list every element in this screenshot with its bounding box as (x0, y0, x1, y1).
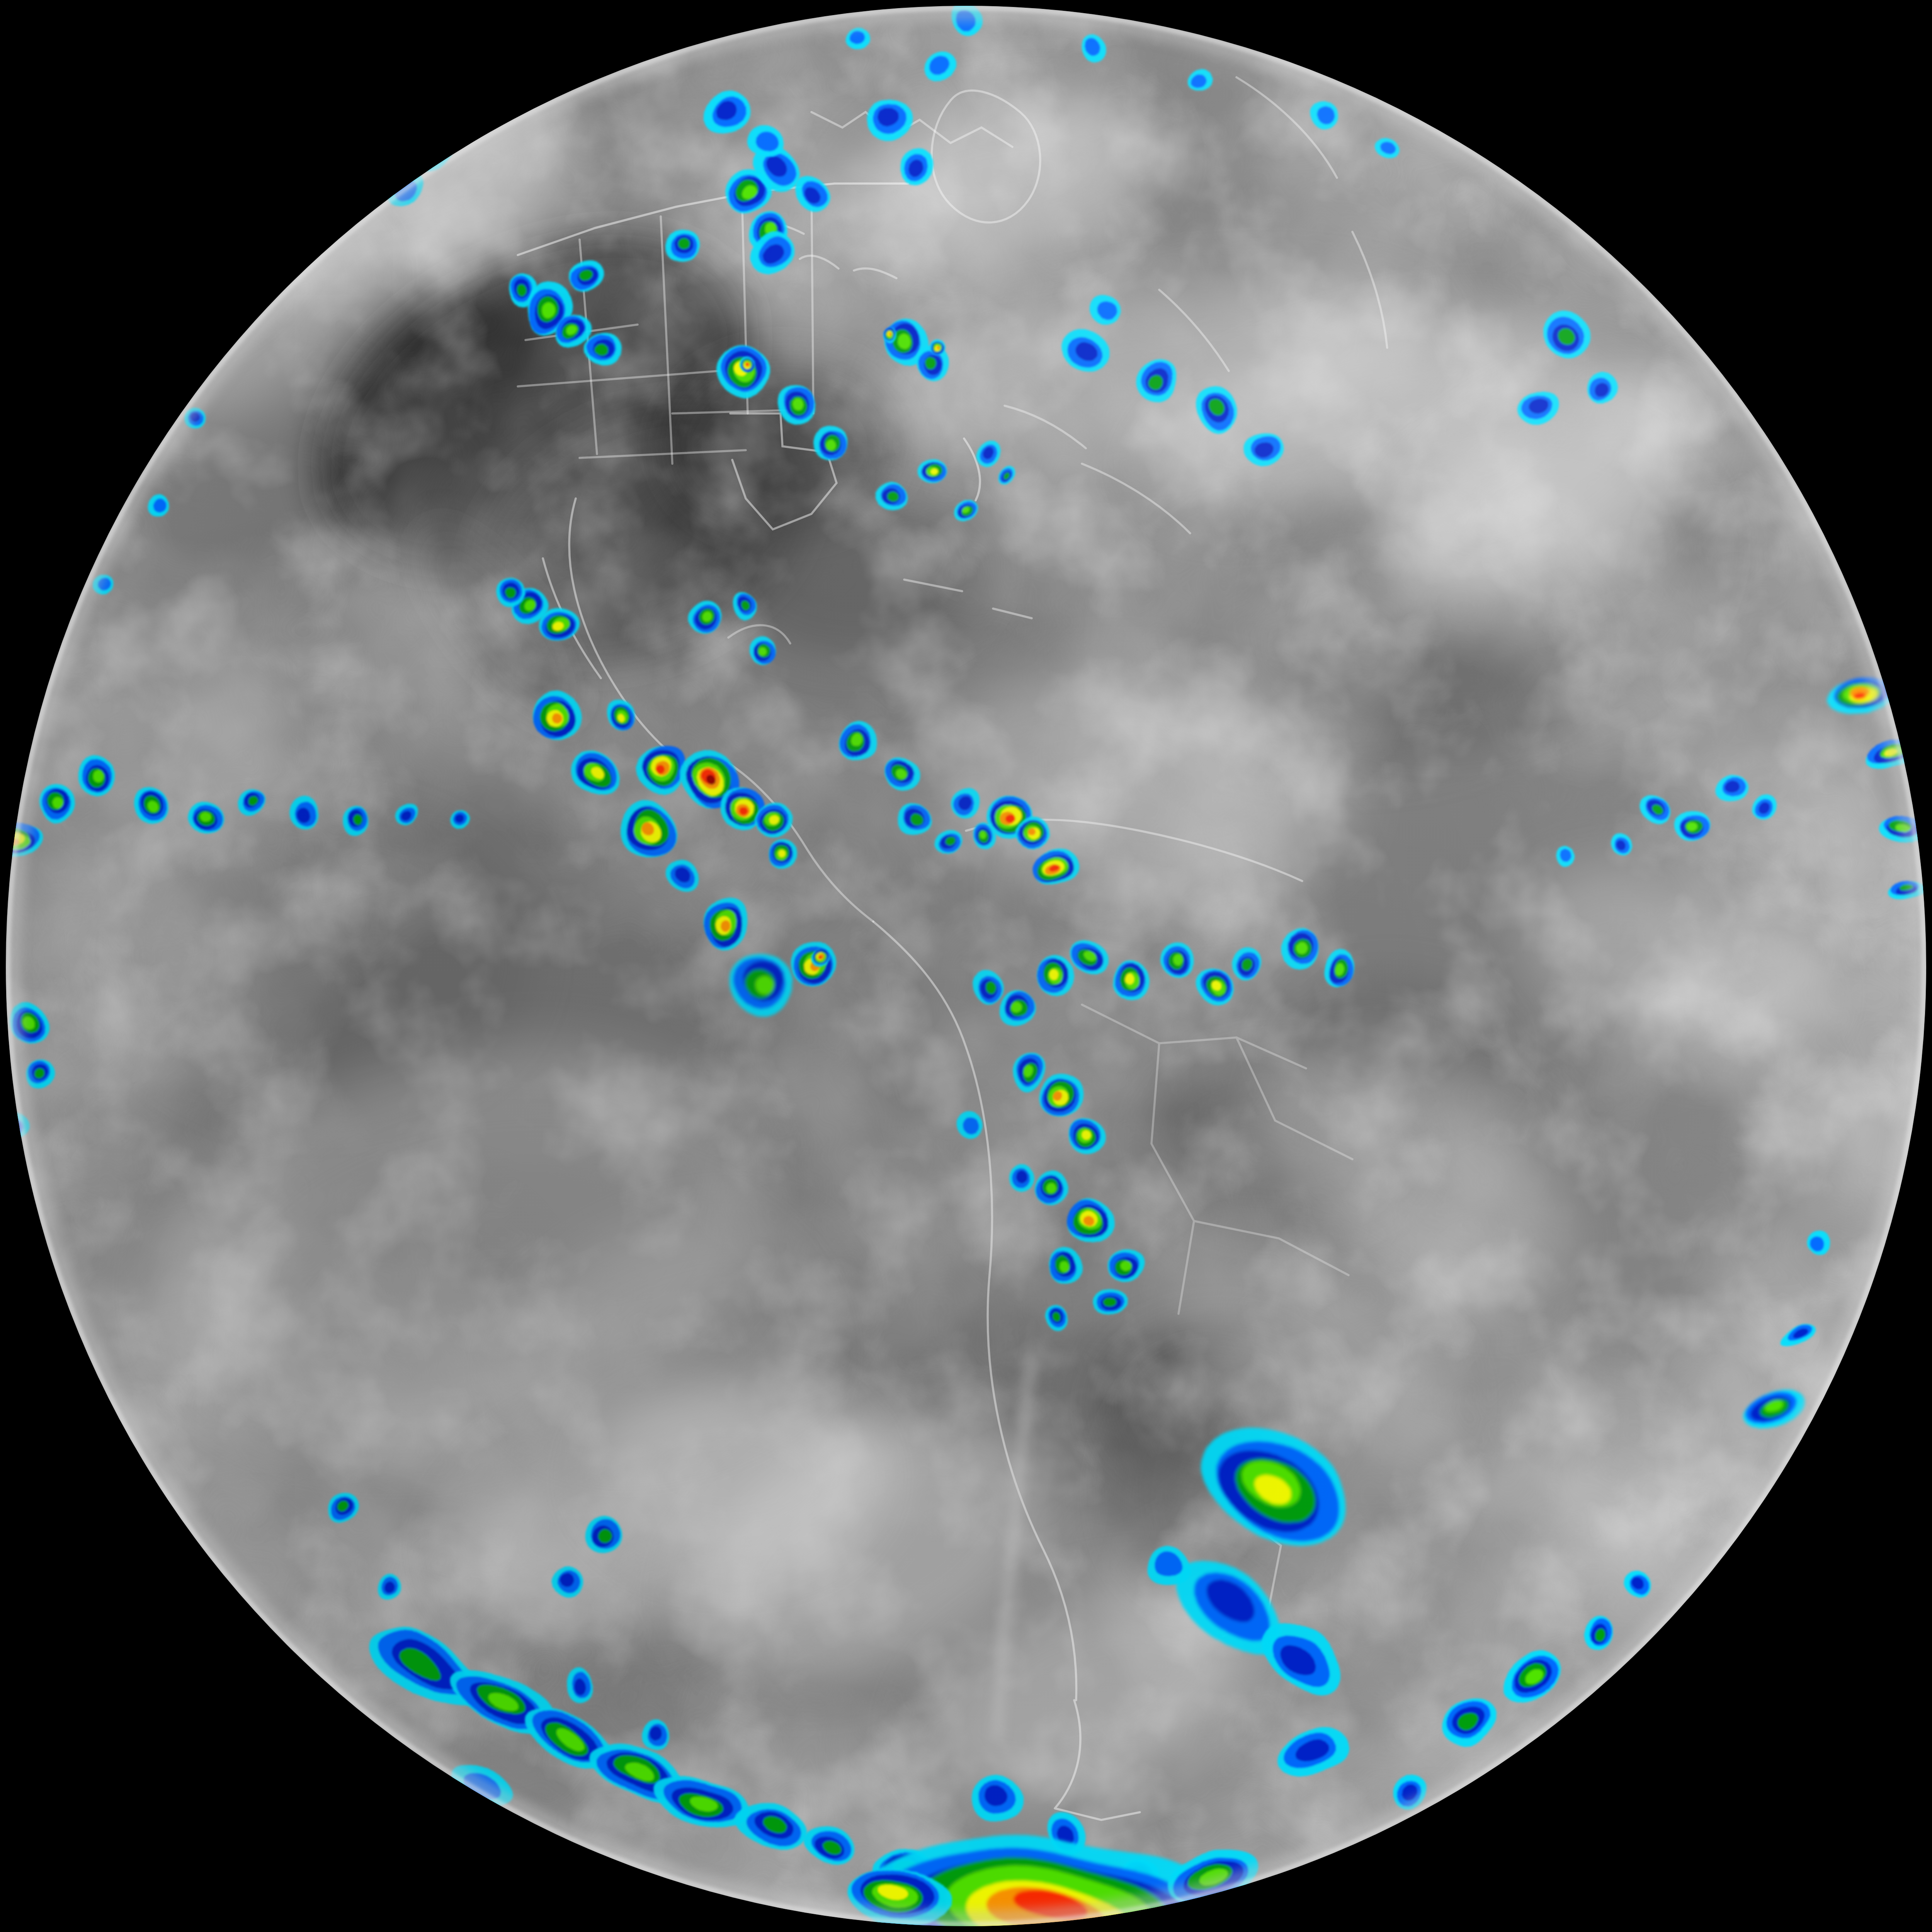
earth-disk (0, 0, 1932, 1932)
satellite-full-disk-view (0, 0, 1932, 1932)
earth-disk-svg (0, 0, 1932, 1932)
